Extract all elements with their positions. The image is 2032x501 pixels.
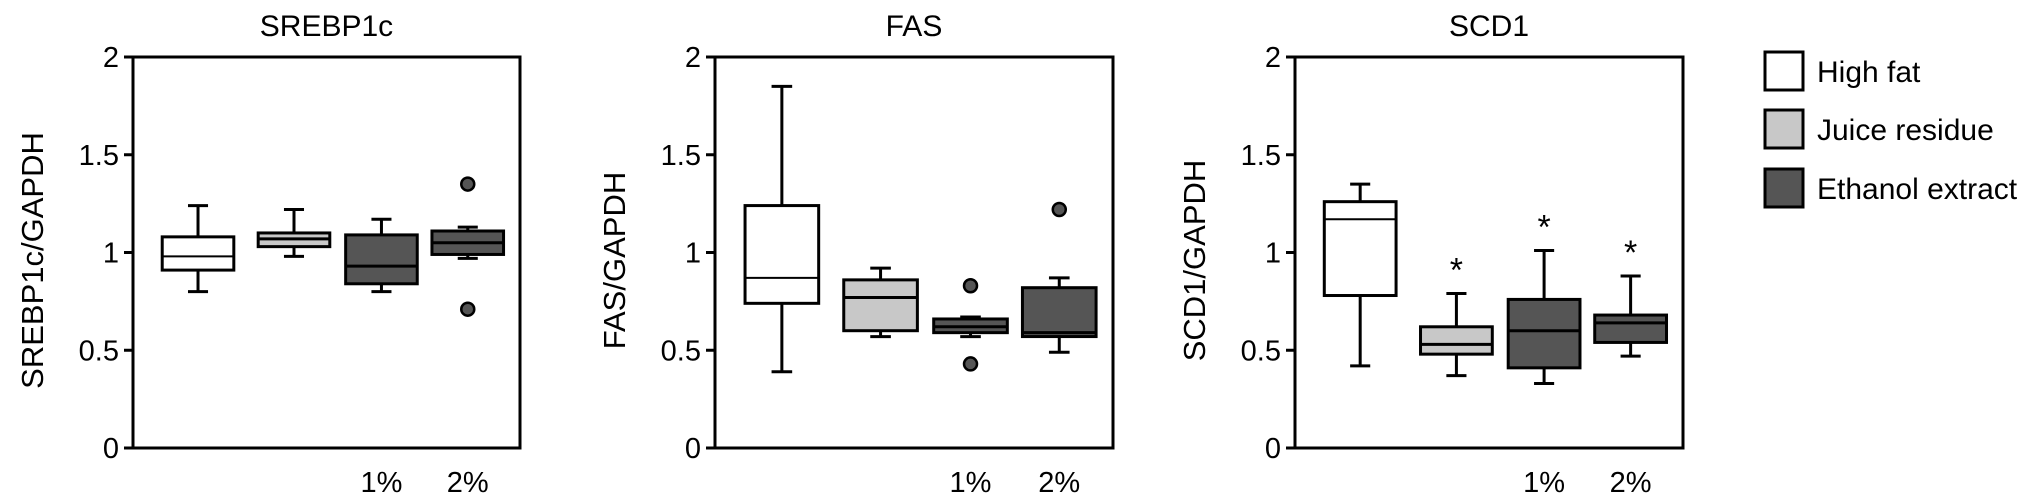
significance-marker: * <box>1537 209 1550 247</box>
dose-label: 2% <box>1038 467 1080 499</box>
y-tick-label: 0.5 <box>79 335 119 367</box>
legend-label-juice-residue: Juice residue <box>1817 114 1994 147</box>
box-iqr <box>1593 313 1669 344</box>
y-tick-label: 1.5 <box>661 140 701 172</box>
dose-label: 1% <box>360 467 402 499</box>
dose-label: 1% <box>950 467 992 499</box>
y-tick-label: 0.5 <box>661 335 701 367</box>
box-high-fat <box>160 204 236 294</box>
y-axis-label: SREBP1c/GAPDH <box>15 132 50 389</box>
legend-swatch-juice-residue <box>1763 108 1805 150</box>
outlier-point <box>460 301 476 317</box>
y-tick-label: 1 <box>1265 238 1281 270</box>
y-tick-label: 0.5 <box>1241 335 1281 367</box>
y-tick-label: 0 <box>685 433 701 465</box>
y-tick-label: 2 <box>1265 42 1281 74</box>
panel-fas: FAS FAS/GAPDH 0 0.5 1 1.5 2 1% 2% <box>597 10 1115 499</box>
y-tick-label: 0 <box>1265 433 1281 465</box>
plot-frame <box>131 55 522 450</box>
panel-srebp1c: SREBP1c SREBP1c/GAPDH 0 0.5 1 1.5 2 1% 2% <box>15 10 522 499</box>
panel-scd1: SCD1 SCD1/GAPDH 0 0.5 1 1.5 2 * * 1% * 2% <box>1177 10 1685 499</box>
dose-label: 2% <box>1610 467 1652 499</box>
dose-label: 2% <box>447 467 489 499</box>
box-iqr <box>1506 297 1582 370</box>
box-ethanol-extract-2pct <box>430 176 506 317</box>
box-juice-residue <box>256 207 332 258</box>
box-iqr <box>160 235 236 272</box>
box-ethanol-extract-1pct <box>344 217 419 294</box>
box-ethanol-extract-1pct <box>932 277 1009 372</box>
significance-marker: * <box>1624 234 1637 272</box>
outlier-point <box>962 356 979 372</box>
chart-title: FAS <box>886 10 943 43</box>
legend: High fat Juice residue Ethanol extract <box>1763 50 2018 209</box>
outlier-point <box>1051 201 1068 218</box>
y-tick-label: 2 <box>103 42 119 74</box>
box-iqr <box>842 278 919 333</box>
box-iqr <box>1020 286 1098 339</box>
y-axis-label: FAS/GAPDH <box>597 172 632 349</box>
box-juice-residue <box>842 266 919 339</box>
y-tick-label: 1.5 <box>79 140 119 172</box>
y-tick-label: 2 <box>685 42 701 74</box>
chart-panels: SREBP1c SREBP1c/GAPDH 0 0.5 1 1.5 2 1% 2% FAS FAS/… <box>15 10 1685 499</box>
legend-swatch-high-fat <box>1763 50 1805 92</box>
y-axis-label: SCD1/GAPDH <box>1177 160 1212 362</box>
chart-title: SCD1 <box>1449 10 1529 43</box>
significance-marker: * <box>1450 252 1463 290</box>
box-ethanol-extract-1pct: * <box>1506 209 1582 385</box>
legend-label-high-fat: High fat <box>1817 56 1921 89</box>
box-high-fat <box>1322 182 1398 368</box>
chart-title: SREBP1c <box>260 10 393 43</box>
y-tick-label: 1.5 <box>1241 140 1281 172</box>
box-iqr <box>1322 200 1398 298</box>
box-ethanol-extract-2pct <box>1020 201 1098 354</box>
legend-label-ethanol-extract: Ethanol extract <box>1817 173 2018 206</box>
plot-frame <box>1293 55 1685 450</box>
box-iqr <box>743 204 821 305</box>
dose-label: 1% <box>1523 467 1565 499</box>
box-iqr <box>1419 325 1494 356</box>
outlier-point <box>962 277 979 294</box>
y-tick-label: 0 <box>103 433 119 465</box>
legend-swatch-ethanol-extract <box>1763 167 1805 209</box>
box-juice-residue: * <box>1419 252 1494 378</box>
y-tick-label: 1 <box>103 238 119 270</box>
outlier-point <box>460 176 476 192</box>
box-iqr <box>344 233 419 286</box>
y-tick-label: 1 <box>685 238 701 270</box>
plot-frame <box>713 55 1115 450</box>
box-ethanol-extract-2pct: * <box>1593 234 1669 358</box>
box-high-fat <box>743 84 821 374</box>
